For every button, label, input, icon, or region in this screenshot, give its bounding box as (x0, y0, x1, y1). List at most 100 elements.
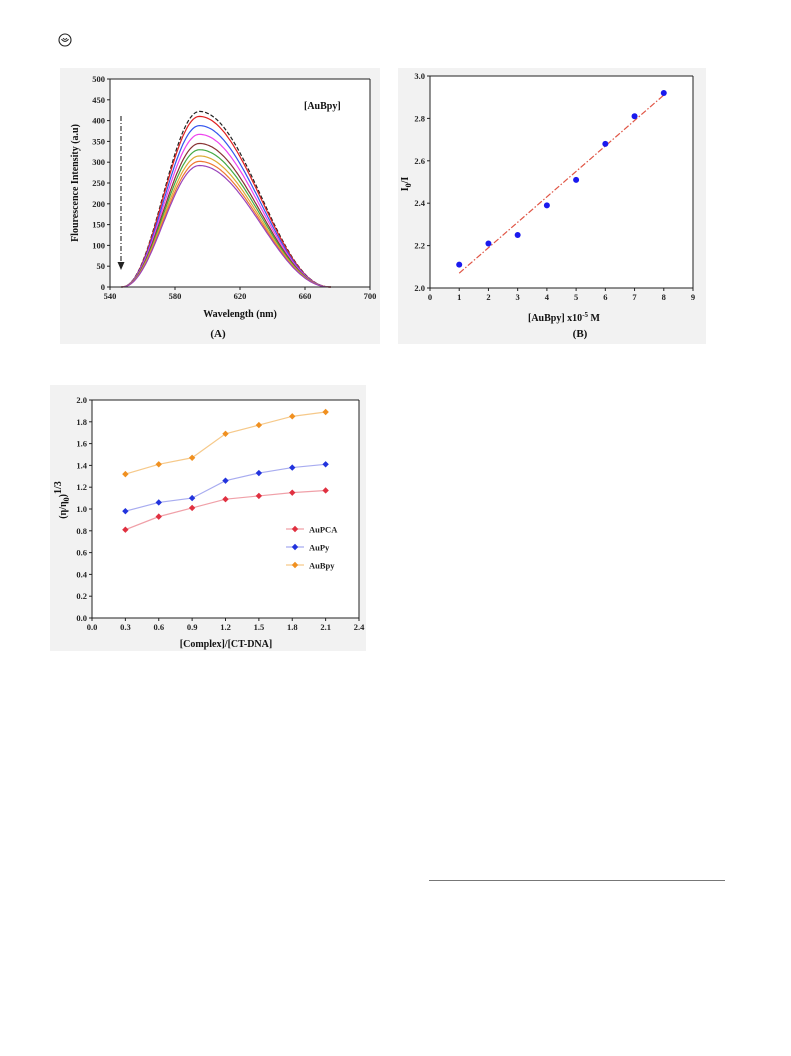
legend-text: [AuBpy] (304, 101, 341, 112)
legend-label: AuBpy (309, 561, 335, 571)
data-point (188, 494, 196, 502)
y-axis-label: I0/I (400, 177, 413, 192)
y-axis-label: (η/η0)1/3 (53, 481, 71, 519)
legend-marker (291, 561, 299, 569)
data-point (222, 477, 229, 484)
y-tick-label: 1.2 (76, 482, 87, 492)
data-point (222, 430, 229, 437)
y-tick-label: 100 (92, 240, 105, 250)
x-tick-label: 0.9 (187, 622, 198, 632)
data-point (122, 507, 129, 515)
data-point (485, 240, 492, 247)
y-tick-label: 0.0 (76, 613, 87, 623)
quench-arrow (117, 116, 125, 270)
x-tick-label: 0 (428, 292, 432, 302)
x-tick-label: 0.6 (153, 622, 164, 632)
x-tick-label: 1.8 (287, 622, 298, 632)
x-tick-label: 1.5 (254, 622, 265, 632)
y-tick-label: 0.6 (76, 548, 87, 558)
y-tick-label: 0.8 (76, 526, 87, 536)
data-point (155, 513, 162, 520)
x-tick-label: 660 (299, 291, 312, 301)
y-tick-label: 1.4 (76, 460, 87, 470)
x-tick-label: 7 (632, 292, 637, 302)
y-tick-label: 2.4 (414, 198, 425, 208)
data-point (155, 461, 162, 468)
y-tick-label: 2.0 (76, 395, 87, 405)
y-axis-label: Flourescence Intensity (a.u) (70, 124, 81, 242)
footnote-divider (429, 880, 725, 881)
emission-curve (121, 164, 331, 288)
x-axis-label: [Complex]/[CT-DNA] (180, 639, 272, 650)
legend-label: AuPCA (309, 525, 338, 535)
x-tick-label: 3 (516, 292, 520, 302)
x-axis-label: [AuBpy] x10-5 M (528, 311, 601, 324)
panel-label: (B) (573, 328, 588, 340)
x-tick-label: 2 (486, 292, 490, 302)
y-tick-label: 250 (92, 178, 105, 188)
data-point (660, 89, 667, 96)
y-tick-label: 1.8 (76, 417, 87, 427)
y-tick-label: 300 (92, 157, 105, 167)
y-tick-label: 2.8 (414, 113, 425, 123)
x-tick-label: 2.4 (354, 622, 365, 632)
y-tick-label: 0 (101, 282, 105, 292)
data-point (188, 454, 196, 461)
emission-curve (121, 115, 331, 288)
x-tick-label: 1.2 (220, 622, 231, 632)
data-point (602, 140, 609, 147)
x-tick-label: 700 (364, 291, 377, 301)
y-tick-label: 400 (92, 116, 105, 126)
data-point (255, 469, 263, 477)
y-tick-label: 2.6 (414, 156, 425, 166)
data-point (456, 261, 463, 268)
data-point (155, 499, 162, 506)
x-tick-label: 9 (691, 292, 695, 302)
fit-line (458, 94, 665, 274)
y-tick-label: 200 (92, 199, 105, 209)
x-tick-label: 8 (662, 292, 666, 302)
data-point (289, 413, 296, 420)
journal-logo-icon (58, 33, 72, 47)
x-tick-label: 2.1 (320, 622, 331, 632)
data-point (322, 487, 329, 494)
x-axis-label: Wavelength (nm) (203, 309, 277, 320)
data-point (573, 176, 580, 183)
y-tick-label: 1.6 (76, 439, 87, 449)
x-tick-label: 0.3 (120, 622, 131, 632)
y-tick-label: 1.0 (76, 504, 87, 514)
legend-marker (291, 525, 299, 533)
x-tick-label: 540 (104, 291, 117, 301)
fluorescence-chart: 540 580 620 660 700 0 50 100 150 200 250 300 350 400 4… (60, 68, 380, 344)
x-tick-label: 5 (574, 292, 578, 302)
emission-curve (121, 133, 331, 288)
x-tick-label: 620 (234, 291, 247, 301)
data-point (188, 504, 196, 512)
x-tick-label: 6 (603, 292, 607, 302)
data-point (122, 470, 129, 478)
stern-volmer-chart: 0 1 2 3 4 5 6 7 8 9 2.0 2.2 2.4 2.6 2.8 3.0 [AuBpy] x10… (398, 68, 706, 344)
x-tick-label: 4 (545, 292, 550, 302)
y-tick-label: 2.2 (414, 241, 425, 251)
data-point (322, 408, 329, 416)
y-tick-label: 500 (92, 74, 105, 84)
data-point (543, 202, 550, 209)
emission-curve (121, 124, 331, 288)
data-point (255, 492, 263, 500)
y-tick-label: 3.0 (414, 71, 425, 81)
x-tick-label: 1 (457, 292, 461, 302)
y-tick-label: 0.4 (76, 569, 87, 579)
data-point (289, 489, 296, 496)
data-point (322, 461, 329, 468)
panel-label: (A) (210, 328, 226, 340)
y-tick-label: 350 (92, 136, 105, 146)
y-tick-label: 150 (92, 220, 105, 230)
data-point (631, 113, 638, 120)
x-tick-label: 0.0 (87, 622, 98, 632)
y-tick-label: 450 (92, 95, 105, 105)
data-point (222, 495, 229, 503)
x-tick-label: 580 (169, 291, 182, 301)
legend-label: AuPy (309, 543, 330, 553)
y-tick-label: 2.0 (414, 283, 425, 293)
legend-marker (291, 543, 299, 551)
